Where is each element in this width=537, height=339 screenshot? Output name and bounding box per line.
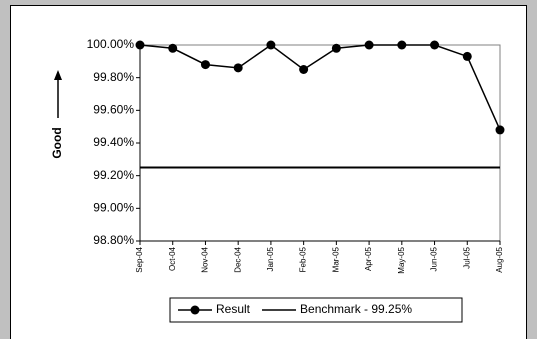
y-tick-label: 99.40% (93, 135, 134, 149)
x-tick-label: Aug-05 (495, 246, 504, 272)
x-tick-label: Jan-05 (266, 246, 275, 271)
point (299, 65, 309, 74)
point (495, 125, 505, 135)
y-tick-label: 99.80% (93, 70, 134, 84)
legend-label: Result (216, 302, 251, 316)
y-tick-label: 99.20% (93, 168, 134, 182)
point (233, 63, 243, 73)
legend-box (169, 297, 463, 323)
legend-label: Benchmark - 99.25% (300, 302, 412, 316)
point (397, 40, 407, 50)
point (135, 40, 145, 50)
y-tick-label: 98.80% (93, 233, 134, 247)
y-tick-label: 99.00% (93, 201, 134, 215)
point (266, 40, 276, 50)
x-tick-label: Nov-04 (201, 246, 210, 272)
point (462, 51, 472, 61)
x-tick-label: May-05 (397, 246, 406, 273)
y-tick-label: 99.60% (93, 103, 134, 117)
x-tick-label: Dec-04 (233, 246, 242, 272)
point (168, 43, 178, 53)
point (364, 40, 374, 50)
chart-panel (10, 5, 527, 339)
legend-marker (190, 305, 200, 315)
x-tick-label: Feb-05 (299, 246, 308, 272)
point (430, 40, 440, 50)
y-tick-label: 100.00% (87, 37, 135, 51)
x-tick-label: Sep-04 (135, 246, 144, 272)
point (200, 60, 210, 70)
y-axis-label: Good (50, 127, 64, 158)
x-tick-label: Apr-05 (364, 246, 373, 271)
x-tick-label: Oct-04 (168, 246, 177, 271)
good-arrow-head (54, 70, 62, 80)
x-tick-label: Jun-05 (430, 246, 439, 271)
point (331, 43, 341, 53)
series-line (139, 44, 501, 131)
x-tick-label: Jul-05 (462, 246, 471, 268)
x-tick-label: Mar-05 (331, 246, 340, 272)
